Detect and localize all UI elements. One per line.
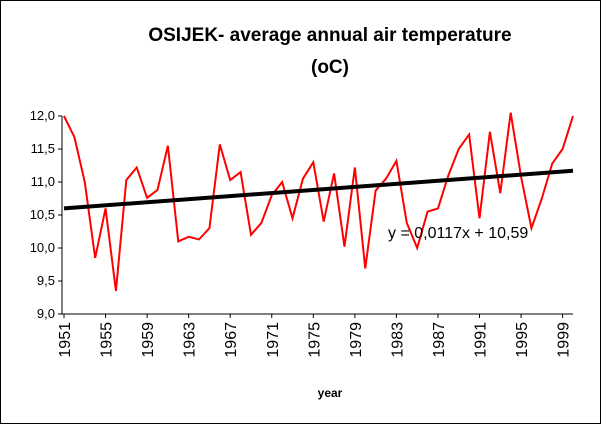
chart-title: (oC) — [311, 57, 349, 78]
data-line — [63, 112, 574, 292]
x-tick-label: 1995 — [514, 322, 531, 358]
trendline-equation: y = 0,0117x + 10,59 — [388, 225, 528, 242]
y-tick-label: 9,0 — [37, 306, 55, 321]
x-tick-label: 1975 — [306, 322, 323, 358]
x-tick-label: 1959 — [140, 322, 157, 358]
y-tick-label: 10,0 — [30, 240, 55, 255]
x-tick-label: 1967 — [223, 322, 240, 358]
x-tick-label: 1987 — [431, 322, 448, 358]
x-tick-label: 1963 — [182, 322, 199, 358]
y-tick-label: 11,5 — [31, 141, 55, 156]
x-axis-label: year — [318, 386, 343, 400]
x-tick-label: 1991 — [473, 322, 490, 358]
y-tick-label: 10,5 — [30, 207, 55, 222]
y-tick-label: 12,0 — [30, 108, 55, 123]
chart-title: OSIJEK- average annual air temperature — [148, 25, 511, 46]
x-tick-label: 1983 — [389, 322, 406, 358]
x-tick-label: 1971 — [265, 322, 282, 358]
x-tick-label: 1999 — [556, 322, 573, 358]
y-tick-label: 9,5 — [37, 273, 55, 288]
x-tick-label: 1955 — [99, 322, 116, 358]
x-tick-label: 1951 — [57, 322, 74, 358]
x-tick-label: 1979 — [348, 322, 365, 358]
trendline — [63, 168, 574, 211]
y-tick-label: 11,0 — [31, 174, 55, 189]
